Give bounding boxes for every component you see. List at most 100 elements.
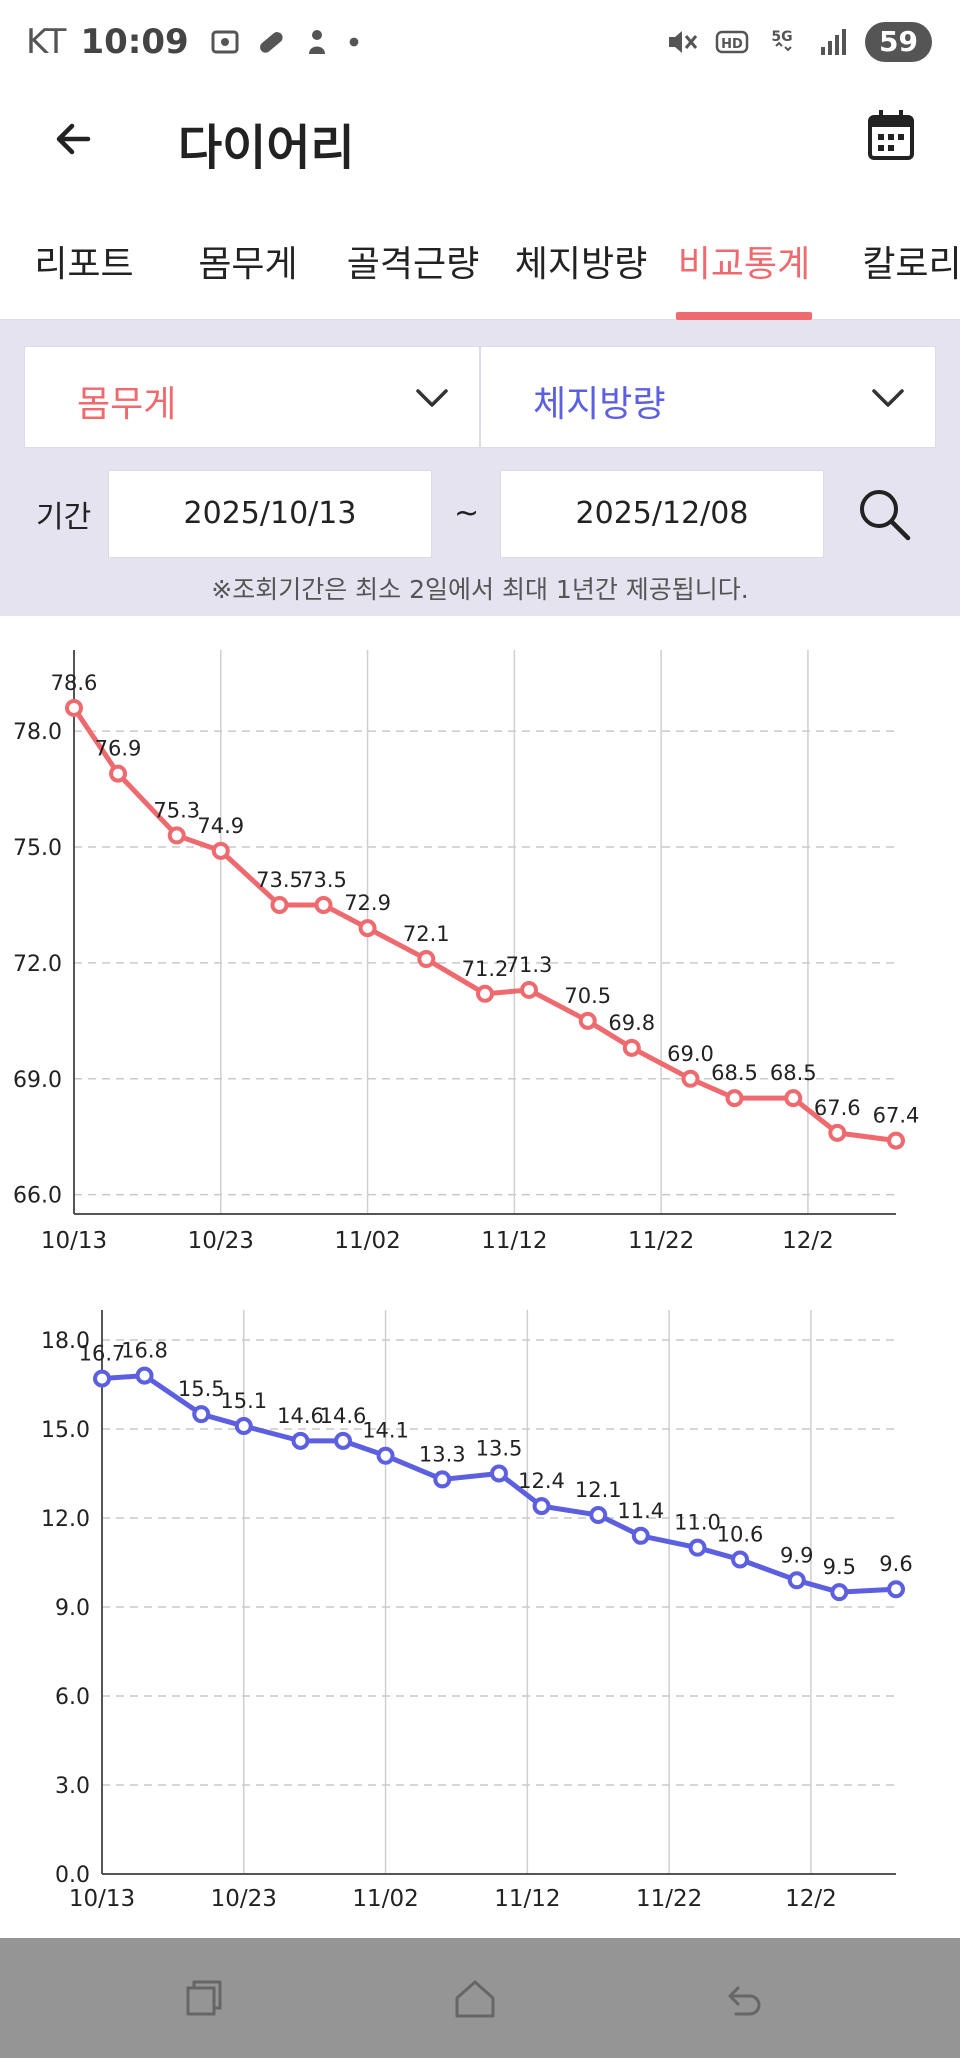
svg-text:5G: 5G bbox=[771, 29, 792, 45]
metric-selector-1-label: 몸무게 bbox=[77, 384, 177, 425]
arrow-left-icon[interactable] bbox=[48, 114, 98, 164]
active-tab-indicator bbox=[676, 312, 812, 320]
chevron-down-icon bbox=[416, 389, 448, 407]
status-icons-left bbox=[209, 26, 361, 58]
data-label: 10.6 bbox=[717, 1523, 764, 1547]
data-point bbox=[578, 1011, 597, 1030]
body-fat-chart: 18.0 15.0 12.0 9.0 6.0 3.0 0.0 10/13 10/23 11/02 1… bbox=[0, 1300, 960, 1920]
search-icon[interactable] bbox=[856, 486, 912, 542]
data-label: 11.0 bbox=[674, 1511, 721, 1535]
data-point bbox=[784, 1089, 803, 1108]
baby-icon bbox=[308, 30, 325, 54]
weight-chart: 78.0 75.0 72.0 69.0 66.0 10/13 10/23 11/02 11/12… bbox=[0, 640, 960, 1260]
y-tick-label: 72.0 bbox=[13, 952, 62, 977]
data-label: 73.5 bbox=[300, 868, 347, 892]
x-tick-label: 11/22 bbox=[628, 1228, 694, 1254]
data-label: 67.6 bbox=[814, 1096, 861, 1120]
data-point bbox=[589, 1506, 608, 1525]
data-label: 12.4 bbox=[518, 1469, 565, 1493]
data-label: 9.5 bbox=[823, 1555, 856, 1579]
data-point bbox=[731, 1550, 750, 1569]
x-tick-label: 11/12 bbox=[494, 1886, 560, 1912]
period-label: 기간 bbox=[36, 500, 92, 535]
data-label: 9.6 bbox=[879, 1552, 912, 1576]
data-label: 71.2 bbox=[462, 957, 509, 981]
y-tick-label: 75.0 bbox=[13, 836, 62, 861]
data-point bbox=[270, 895, 289, 914]
status-left: KT 10:09 bbox=[26, 22, 361, 62]
y-tick-label: 9.0 bbox=[55, 1596, 90, 1621]
status-bar: KT 10:09 HD 5G 59 bbox=[0, 0, 960, 90]
back-icon[interactable] bbox=[720, 1976, 766, 2022]
metric-selector-2[interactable]: 체지방량 bbox=[480, 346, 936, 448]
metric-selector-2-label: 체지방량 bbox=[533, 384, 666, 425]
data-point bbox=[135, 1366, 154, 1385]
tab-report[interactable]: 리포트 bbox=[34, 244, 134, 285]
data-point bbox=[828, 1123, 847, 1142]
mute-icon bbox=[669, 31, 698, 53]
tab-body-fat[interactable]: 체지방량 bbox=[514, 244, 648, 285]
data-point bbox=[334, 1431, 353, 1450]
tab-muscle[interactable]: 골격근량 bbox=[346, 244, 480, 285]
data-point bbox=[314, 895, 333, 914]
data-point bbox=[417, 950, 436, 969]
home-icon[interactable] bbox=[452, 1976, 498, 2022]
start-date-field[interactable]: 2025/10/13 bbox=[108, 470, 432, 558]
data-label: 69.8 bbox=[608, 1011, 655, 1035]
data-point bbox=[376, 1446, 395, 1465]
data-label: 16.7 bbox=[79, 1342, 126, 1366]
data-label: 75.3 bbox=[153, 798, 200, 822]
data-label: 15.1 bbox=[220, 1389, 267, 1413]
data-point bbox=[358, 919, 377, 938]
signal-icon bbox=[821, 29, 847, 55]
metric-selector-1[interactable]: 몸무게 bbox=[24, 346, 480, 448]
y-tick-label: 0.0 bbox=[55, 1863, 90, 1888]
x-tick-label: 11/02 bbox=[334, 1228, 400, 1254]
battery-level: 59 bbox=[865, 22, 932, 62]
filter-panel: 몸무게 체지방량 기간 2025/10/13 ~ 2025/12/08 ※조회기… bbox=[0, 320, 960, 616]
data-label: 76.9 bbox=[95, 737, 142, 761]
x-tick-label: 10/13 bbox=[69, 1886, 135, 1912]
tab-compare[interactable]: 비교통계 bbox=[677, 244, 811, 285]
data-label: 71.3 bbox=[506, 953, 553, 977]
y-tick-label: 15.0 bbox=[41, 1418, 90, 1443]
data-label: 68.5 bbox=[770, 1061, 817, 1085]
status-right: HD 5G 59 bbox=[665, 22, 932, 62]
data-label: 72.1 bbox=[403, 922, 450, 946]
data-point bbox=[787, 1571, 806, 1590]
data-point bbox=[476, 984, 494, 1003]
screen-capture-icon bbox=[211, 30, 239, 54]
date-range-separator: ~ bbox=[454, 496, 480, 531]
calendar-icon[interactable] bbox=[866, 108, 916, 162]
data-point bbox=[887, 1580, 905, 1599]
data-point bbox=[211, 841, 230, 860]
tab-calorie[interactable]: 칼로리 bbox=[862, 244, 960, 285]
5g-icon: 5G bbox=[771, 29, 793, 52]
dot-icon bbox=[349, 37, 359, 47]
data-point bbox=[688, 1538, 707, 1557]
data-point bbox=[65, 698, 83, 717]
x-tick-label: 11/22 bbox=[636, 1886, 702, 1912]
hd-icon: HD bbox=[715, 30, 749, 54]
app-header: 다이어리 bbox=[0, 90, 960, 240]
y-tick-label: 3.0 bbox=[55, 1774, 90, 1799]
data-label: 73.5 bbox=[256, 868, 303, 892]
end-date-field[interactable]: 2025/12/08 bbox=[500, 470, 824, 558]
x-tick-label: 10/13 bbox=[41, 1228, 107, 1254]
data-label: 13.5 bbox=[476, 1437, 523, 1461]
data-label: 74.9 bbox=[197, 814, 244, 838]
status-time: 10:09 bbox=[80, 22, 189, 62]
data-point bbox=[167, 826, 186, 845]
data-point bbox=[490, 1464, 508, 1483]
data-point bbox=[109, 764, 128, 783]
data-point bbox=[234, 1417, 253, 1436]
y-tick-label: 66.0 bbox=[13, 1184, 62, 1209]
data-label: 12.1 bbox=[575, 1478, 622, 1502]
tab-weight[interactable]: 몸무게 bbox=[198, 244, 298, 285]
data-label: 15.5 bbox=[178, 1377, 225, 1401]
x-tick-label: 11/02 bbox=[352, 1886, 418, 1912]
tab-bar: 리포트 몸무게 골격근량 체지방량 비교통계 칼로리 bbox=[0, 230, 960, 320]
data-point bbox=[192, 1405, 211, 1424]
recent-apps-icon[interactable] bbox=[182, 1976, 228, 2022]
y-tick-label: 69.0 bbox=[13, 1068, 62, 1093]
